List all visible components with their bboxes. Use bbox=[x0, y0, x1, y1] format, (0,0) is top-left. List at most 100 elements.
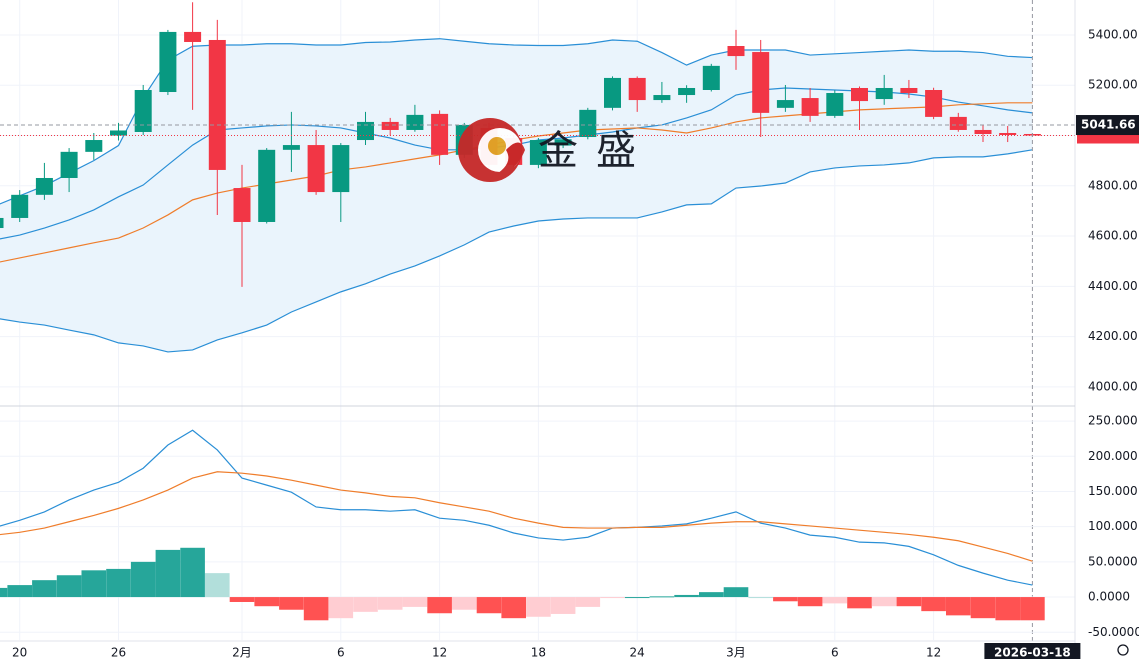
x-tick-label: 12 bbox=[432, 646, 447, 659]
candle-body bbox=[35, 177, 53, 195]
histogram-bar bbox=[427, 597, 452, 614]
histogram-bar bbox=[896, 597, 922, 607]
candle-body bbox=[134, 90, 152, 132]
x-tick-label: 6 bbox=[337, 646, 345, 659]
crosshair-price-box bbox=[1076, 115, 1139, 136]
histogram-bar bbox=[822, 597, 848, 604]
candle-body bbox=[702, 65, 720, 90]
candle-body bbox=[258, 149, 276, 222]
histogram-bar bbox=[501, 597, 526, 619]
candle-body bbox=[307, 145, 325, 193]
histogram-bar bbox=[600, 597, 625, 599]
crosshair-price-label: 5041.66 bbox=[1081, 118, 1136, 132]
candle-body bbox=[900, 87, 918, 94]
histogram-bar bbox=[32, 580, 57, 598]
x-tick-label: 6 bbox=[831, 646, 839, 659]
histogram-bar bbox=[180, 547, 205, 598]
y-tick-label: 0.0000 bbox=[1088, 590, 1130, 604]
candle-body bbox=[184, 31, 202, 42]
y-tick-label: 4000.00 bbox=[1088, 379, 1138, 393]
candle-body bbox=[851, 87, 868, 102]
histogram-bar bbox=[748, 597, 773, 599]
histogram-bar bbox=[0, 587, 8, 598]
candle-body bbox=[628, 77, 646, 101]
histogram-bar bbox=[254, 597, 279, 607]
candle-body bbox=[727, 46, 745, 57]
histogram-bar bbox=[476, 597, 502, 614]
candle-body bbox=[208, 39, 226, 170]
y-tick-label: 4400.00 bbox=[1088, 279, 1138, 293]
candle-body bbox=[776, 100, 794, 108]
histogram-bar bbox=[279, 597, 304, 610]
band-fill bbox=[0, 38, 1033, 352]
histogram-bar bbox=[155, 549, 181, 598]
y-tick-label: 200.000 bbox=[1088, 449, 1138, 463]
histogram-bar bbox=[970, 597, 996, 619]
candle-body bbox=[974, 129, 992, 134]
candle-body bbox=[159, 31, 177, 93]
histogram-bar bbox=[205, 573, 230, 598]
histogram-bar bbox=[773, 597, 798, 602]
candle-body bbox=[406, 114, 424, 130]
candle-body bbox=[0, 217, 4, 229]
candle-body bbox=[678, 87, 696, 96]
histogram-bar bbox=[56, 575, 82, 598]
candle-body bbox=[110, 130, 127, 136]
candle-body bbox=[233, 188, 251, 222]
y-tick-label: 150.000 bbox=[1088, 484, 1138, 498]
y-tick-label: -50.0000 bbox=[1088, 625, 1139, 639]
candle-body bbox=[60, 151, 78, 178]
crosshair-date-box bbox=[984, 643, 1081, 659]
histogram-bar bbox=[723, 587, 749, 598]
y-tick-label: 5400.00 bbox=[1088, 27, 1138, 41]
histogram-bar bbox=[921, 597, 946, 612]
candle-body bbox=[332, 145, 350, 193]
candle-body bbox=[826, 93, 844, 116]
x-tick-label: 26 bbox=[111, 646, 126, 659]
line bbox=[0, 429, 1033, 586]
histogram-bar bbox=[847, 597, 872, 609]
candle-body bbox=[653, 95, 671, 101]
histogram-bar bbox=[649, 596, 675, 598]
y-tick-label: 100.000 bbox=[1088, 519, 1138, 533]
candle-body bbox=[801, 98, 819, 116]
candle-body bbox=[752, 52, 770, 113]
histogram-bar bbox=[81, 570, 107, 598]
y-tick-label: 250.000 bbox=[1088, 414, 1138, 428]
histogram-bar bbox=[699, 592, 724, 598]
x-tick-label: 18 bbox=[531, 646, 546, 659]
histogram-bar bbox=[674, 594, 699, 598]
watermark-text: 金盛 bbox=[538, 128, 654, 174]
histogram-bar bbox=[452, 597, 477, 610]
x-tick-label: 2月 bbox=[232, 646, 252, 659]
histogram-bar bbox=[995, 597, 1020, 621]
x-tick-label: 3月 bbox=[726, 646, 746, 659]
logo bbox=[488, 137, 506, 155]
histogram-bar bbox=[575, 597, 601, 607]
histogram-bar bbox=[624, 597, 650, 599]
histogram-bar bbox=[229, 597, 255, 602]
settings-icon[interactable] bbox=[1117, 644, 1129, 656]
candle-body bbox=[949, 116, 967, 130]
x-tick-label: 24 bbox=[630, 646, 645, 659]
line bbox=[0, 149, 1033, 353]
x-tick-label: 20 bbox=[12, 646, 27, 659]
y-tick-label: 4200.00 bbox=[1088, 329, 1138, 343]
histogram-bar bbox=[106, 568, 131, 598]
candle-body bbox=[431, 113, 449, 155]
watermark: 金盛 bbox=[458, 118, 654, 182]
histogram-bar bbox=[402, 597, 428, 607]
histogram-bar bbox=[946, 597, 971, 616]
histogram-bar bbox=[353, 597, 378, 612]
candle-body bbox=[554, 139, 572, 146]
histogram-bar bbox=[871, 597, 897, 607]
candle-body bbox=[925, 90, 943, 117]
histogram-bar bbox=[7, 585, 33, 598]
candle-body bbox=[999, 132, 1017, 135]
y-tick-label: 50.0000 bbox=[1088, 554, 1138, 568]
gear[interactable] bbox=[1117, 644, 1129, 656]
histogram-bar bbox=[550, 597, 576, 614]
y-tick-label: 4600.00 bbox=[1088, 229, 1138, 243]
y-tick-label: 4800.00 bbox=[1088, 178, 1138, 192]
